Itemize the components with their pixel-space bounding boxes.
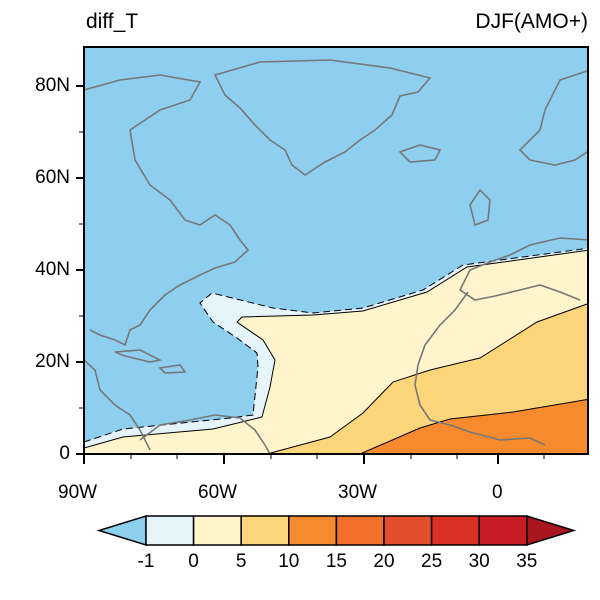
colorbar [96,514,577,547]
contour-10 [359,398,588,454]
colorbar-box [192,515,242,546]
colorbar-box [335,515,385,546]
y-tick-60n: 60N [35,167,70,188]
colorbar-label: 35 [516,551,538,572]
colorbar-box [430,515,480,546]
region-10-to-15 [360,399,588,454]
colorbar-label: 0 [188,551,199,572]
title-right: DJF(AMO+) [475,10,588,33]
plot-frame [83,46,589,455]
colorbar-box [288,515,338,546]
colorbar-label: 10 [278,551,300,572]
iceland-coast [398,144,442,163]
colorbar-box [145,515,195,546]
y-tick-80n: 80N [35,75,70,96]
colorbar-label: 20 [373,551,395,572]
x-tick-30w: 30W [338,482,378,503]
x-tick-60w: 60W [198,482,238,503]
y-tick-40n: 40N [35,259,70,280]
colorbar-arrow-high [526,514,577,547]
colorbar-box [478,515,528,546]
south-america-coast [139,414,271,454]
colorbar-box [240,515,290,546]
caribbean-islands [114,349,187,374]
y-tick-0: 0 [59,443,70,464]
greenland-coast [213,59,432,176]
uk-coast [469,188,491,227]
colorbar-arrow-low [96,514,147,547]
colorbar-label: 25 [421,551,443,572]
y-tick-20n: 20N [35,351,70,372]
axis-ticks [76,85,499,464]
colorbar-label: 30 [468,551,490,572]
title-left: diff_T [86,10,139,33]
colorbar-label: -1 [137,551,155,572]
x-tick-90w: 90W [58,482,98,503]
contour-minus1 [84,247,588,443]
africa-coast [414,291,546,446]
north-america-coast [84,74,250,451]
europe-coast [458,69,588,301]
colorbar-label: 15 [325,551,347,572]
contour-0 [84,249,588,449]
colorbar-box [383,515,433,546]
colorbar-label: 5 [235,551,247,572]
contour-5 [266,303,588,454]
coastlines [84,59,588,454]
x-tick-0: 0 [492,482,503,503]
